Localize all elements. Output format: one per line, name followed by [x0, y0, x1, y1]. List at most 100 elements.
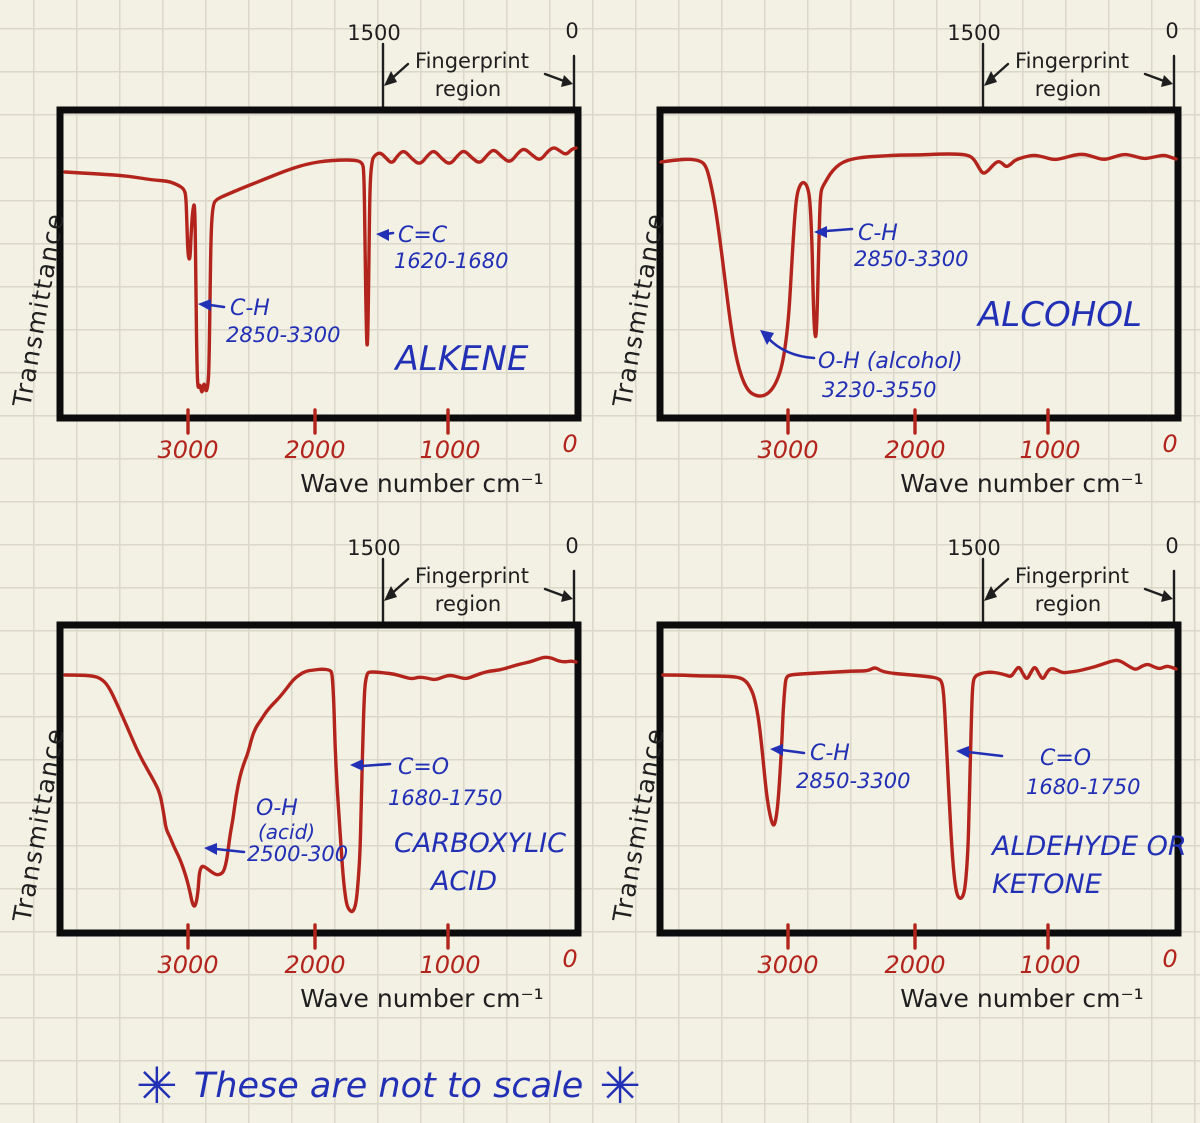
annotation-cc: C=C 1620-1680	[376, 223, 508, 273]
panel-alkene: 1500 0 Fingerprint region 3000 2000 1000	[0, 0, 600, 515]
annotation-range: 1620-1680	[394, 249, 508, 273]
scale-note-text: These are not to scale	[193, 1066, 584, 1106]
x-tick-label: 2000	[284, 951, 345, 979]
fingerprint-left-tick-label: 1500	[347, 536, 400, 560]
fingerprint-left-tick-label: 1500	[347, 21, 400, 45]
x-tick-label: 1000	[1019, 951, 1080, 979]
annotation-range: 2500-300	[247, 842, 348, 866]
arrow-left-icon	[350, 759, 363, 771]
annotation-range: 3230-3550	[822, 378, 936, 402]
chart-frame	[656, 106, 1182, 422]
x-axis-title: Wave number cm⁻¹	[300, 984, 543, 1013]
panel-title-line1: CARBOXYLIC	[394, 828, 566, 859]
x-tick-label: 0	[562, 430, 577, 458]
asterisk-star-icon: ✳	[136, 1057, 178, 1115]
fingerprint-label-line2: region	[1035, 77, 1101, 101]
annotation-ch: C-H 2850-3300	[770, 741, 910, 793]
annotation-range: 2850-3300	[796, 769, 910, 793]
fingerprint-right-arrow	[543, 72, 566, 83]
annotation-arrow	[208, 303, 226, 309]
annotation-range: 1680-1750	[388, 786, 502, 810]
ir-spectrum-curve	[63, 655, 578, 914]
x-axis: 3000 2000 1000 0 Wave number cm⁻¹	[157, 408, 578, 498]
arrow-left-icon	[984, 71, 997, 86]
arrow-right-icon	[561, 590, 573, 602]
annotation-arrow	[214, 847, 246, 854]
x-tick-label: 3000	[757, 436, 818, 464]
annotation-label: C=O	[1040, 746, 1091, 771]
annotation-co: C=O 1680-1750	[350, 755, 502, 810]
fingerprint-label-line2: region	[1035, 592, 1101, 616]
arrow-left-icon	[384, 586, 397, 601]
x-tick-label: 3000	[157, 436, 218, 464]
x-tick-label: 0	[1162, 430, 1177, 458]
x-tick-label: 0	[562, 945, 577, 973]
x-tick-label: 2000	[884, 951, 945, 979]
arrow-left-icon	[770, 744, 783, 756]
arrow-left-icon	[198, 299, 211, 311]
fingerprint-label-line2: region	[435, 77, 501, 101]
fingerprint-label-line1: Fingerprint	[415, 49, 529, 73]
annotation-co: C=O 1680-1750	[956, 746, 1140, 799]
x-axis: 3000 2000 1000 0 Wave number cm⁻¹	[757, 923, 1178, 1013]
x-axis-title: Wave number cm⁻¹	[900, 984, 1143, 1013]
annotation-label: O-H	[256, 796, 298, 821]
annotation-label: C-H	[810, 741, 850, 766]
ir-spectrum-curve	[661, 658, 1178, 900]
fingerprint-label-line1: Fingerprint	[415, 564, 529, 588]
x-tick-label: 0	[1162, 945, 1177, 973]
fingerprint-right-arrow	[1143, 72, 1166, 83]
arrow-right-icon	[1161, 75, 1173, 87]
panel-aldehyde-ketone: 1500 0 Fingerprint region 3000 2000 1000	[600, 515, 1200, 1030]
panel-title-line2: ACID	[429, 866, 497, 897]
arrow-left-icon	[814, 226, 827, 238]
annotation-arrow	[966, 750, 1004, 758]
annotation-oh-acid: O-H (acid) 2500-300	[204, 796, 348, 866]
x-tick-label: 1000	[419, 951, 480, 979]
panel-title: ALKENE	[394, 339, 529, 379]
fingerprint-label-line1: Fingerprint	[1015, 564, 1129, 588]
fingerprint-right-tick-label: 0	[1165, 19, 1178, 43]
annotation-oh: O-H (alcohol) 3230-3550	[760, 330, 963, 402]
fingerprint-right-arrow	[543, 587, 566, 598]
fingerprint-left-tick-label: 1500	[947, 536, 1000, 560]
fingerprint-right-tick-label: 0	[565, 534, 578, 558]
fingerprint-right-tick-label: 0	[565, 19, 578, 43]
annotation-label: C-H	[858, 221, 898, 246]
fingerprint-region-marker: 1500 0 Fingerprint region	[347, 19, 579, 110]
chart-frame	[56, 106, 582, 422]
annotation-range: 1680-1750	[1026, 775, 1140, 799]
arrow-left-icon	[956, 746, 969, 758]
annotation-ch: C-H 2850-3300	[198, 296, 340, 347]
annotation-label: O-H (alcohol)	[818, 349, 963, 374]
x-axis: 3000 2000 1000 0 Wave number cm⁻¹	[757, 408, 1178, 498]
x-tick-label: 1000	[419, 436, 480, 464]
chart-frame	[56, 621, 582, 937]
annotation-label: C=O	[398, 755, 449, 780]
fingerprint-label-line2: region	[435, 592, 501, 616]
panel-alcohol: 1500 0 Fingerprint region 3000 2000 1000	[600, 0, 1200, 515]
asterisk-star-icon: ✳	[599, 1057, 642, 1115]
annotation-arrow	[766, 336, 816, 360]
arrow-up-left-icon	[760, 330, 774, 345]
arrow-left-icon	[204, 843, 217, 855]
annotation-label2: (acid)	[258, 820, 315, 844]
x-tick-label: 1000	[1019, 436, 1080, 464]
fingerprint-region-marker: 1500 0 Fingerprint region	[947, 534, 1179, 625]
x-axis-title: Wave number cm⁻¹	[900, 469, 1143, 498]
panel-title-line2: KETONE	[992, 869, 1102, 900]
x-tick-label: 3000	[757, 951, 818, 979]
x-axis-title: Wave number cm⁻¹	[300, 469, 543, 498]
annotation-arrow	[780, 748, 806, 755]
fingerprint-label-line1: Fingerprint	[1015, 49, 1129, 73]
annotation-arrow	[360, 762, 392, 768]
fingerprint-right-tick-label: 0	[1165, 534, 1178, 558]
fingerprint-region-marker: 1500 0 Fingerprint region	[947, 19, 1179, 110]
annotation-label: C-H	[230, 296, 270, 321]
arrow-left-icon	[376, 229, 389, 241]
chart-frame	[656, 621, 1182, 937]
panel-title-line1: ALDEHYDE OR	[990, 831, 1187, 862]
x-tick-label: 3000	[157, 951, 218, 979]
arrow-left-icon	[984, 586, 997, 601]
